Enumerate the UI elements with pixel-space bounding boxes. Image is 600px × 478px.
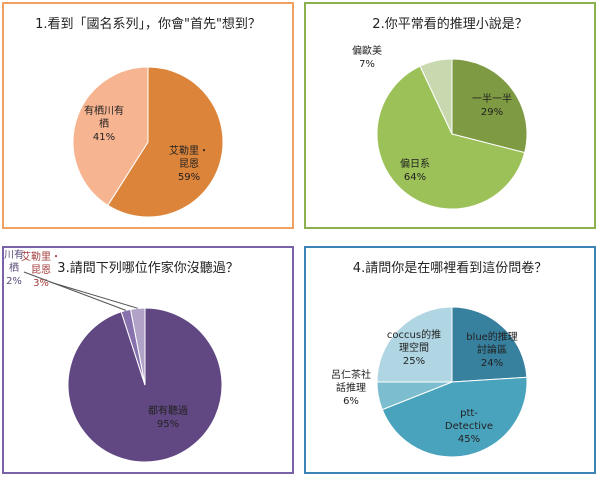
chart-panel-1: 1.看到「國名系列」，你會"首先"想到？ 艾勒里・昆恩 59% 有栖川有栖 41%	[2, 2, 294, 229]
pie-slice-2-2	[376, 65, 526, 210]
chart-2-svg: 一半一半 29% 偏日系 64% 偏歐美 7%	[352, 44, 528, 210]
pie-slice-4-4	[376, 306, 453, 383]
pie-slice-4-1	[451, 306, 528, 383]
data-label-3-2: 有栖川有栖2%	[4, 248, 24, 287]
data-label-4-3: 呂仁茶社話推理 6%	[331, 368, 371, 407]
pie-slice-4-2	[381, 376, 528, 458]
chart-panel-2: 2.你平常看的推理小說是？ 一半一半 29% 偏日系 64% 偏歐美 7%	[304, 2, 596, 229]
data-label-2-1: 一半一半 29%	[472, 92, 512, 118]
data-label-2-3: 偏歐美 7%	[352, 44, 382, 70]
data-label-3-3: 艾勒里・昆恩 3%	[21, 250, 61, 289]
pie-slice-2-3	[419, 58, 453, 135]
leader-line-1	[23, 271, 127, 311]
chart-panel-4: 4.請問你是在哪裡看到這份問卷？ blue的推理討論區 24% ptt-Detect…	[304, 246, 596, 474]
pie-slice-2-1	[451, 58, 528, 154]
pie-slice-1-1	[107, 66, 224, 218]
data-label-4-2: ptt-Detective 45%	[445, 408, 493, 445]
data-label-1-1: 艾勒里・昆恩 59%	[169, 144, 209, 183]
data-label-2-2: 偏日系 64%	[400, 157, 430, 183]
data-label-1-2: 有栖川有栖 41%	[84, 104, 124, 143]
chart-4-title: 4.請問你是在哪裡看到這份問卷？	[352, 261, 548, 276]
data-label-4-1: blue的推理討論區 24%	[466, 330, 518, 369]
chart-3-title: 3.請問下列哪位作家你沒聽過？	[57, 261, 239, 276]
chart-4-svg: blue的推理討論區 24% ptt-Detective 45% 呂仁茶社話推理 6% co…	[331, 306, 528, 458]
leader-line-2	[49, 281, 138, 309]
chart-1-title: 1.看到「國名系列」，你會"首先"想到？	[35, 17, 261, 32]
pie-slice-1-2	[72, 66, 149, 207]
data-label-3-1: 都有聽過 95%	[148, 404, 188, 430]
chart-1-svg: 艾勒里・昆恩 59% 有栖川有栖 41%	[72, 66, 224, 218]
chart-2-title: 2.你平常看的推理小說是？	[372, 17, 528, 32]
data-label-4-4: coccus的推理空間 25%	[387, 328, 441, 367]
